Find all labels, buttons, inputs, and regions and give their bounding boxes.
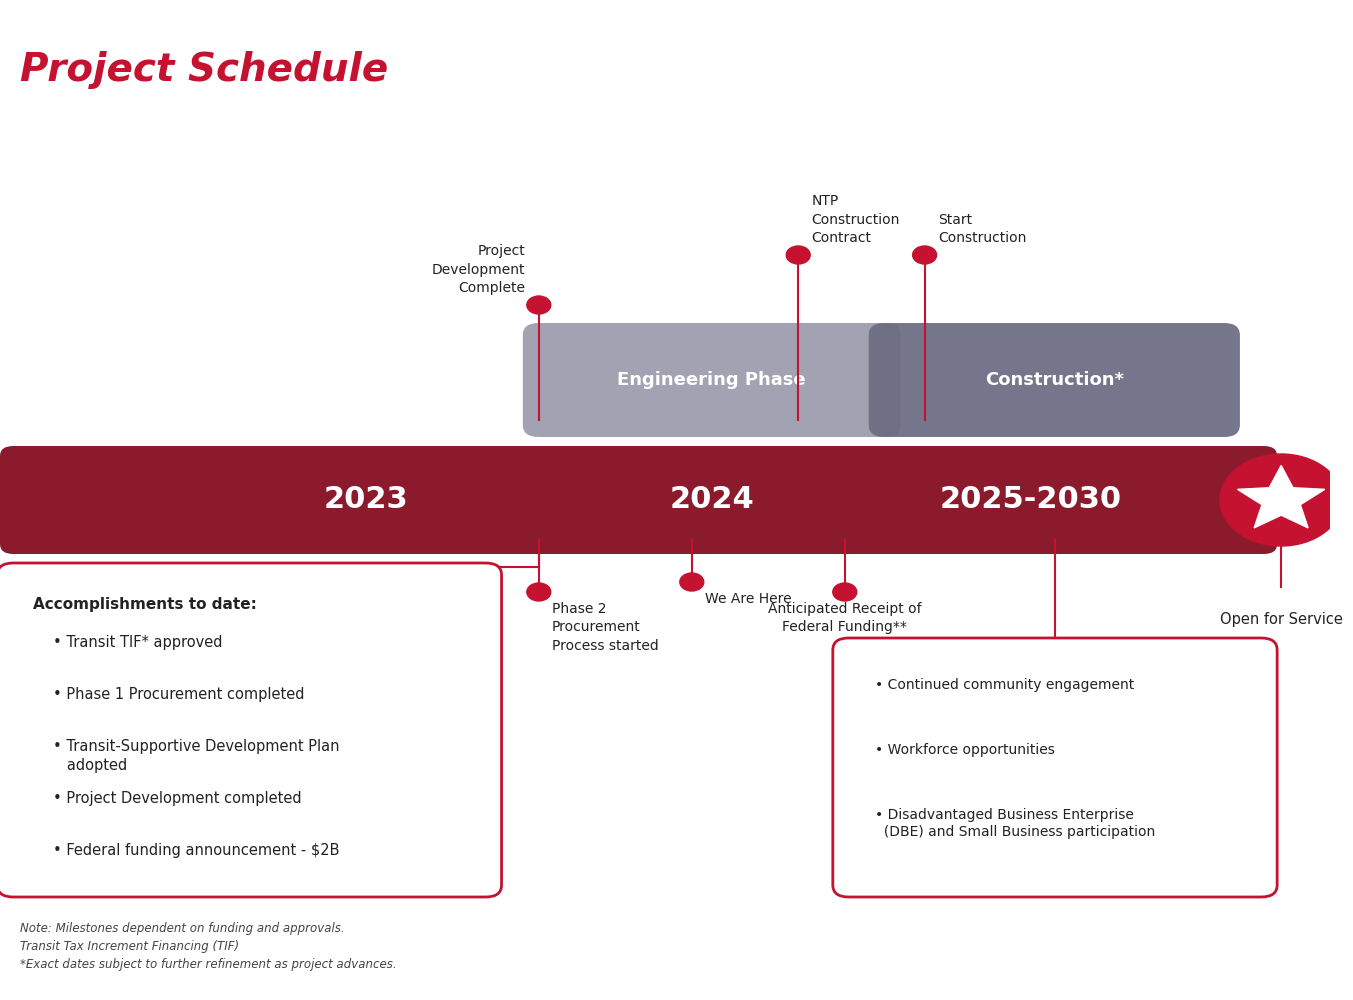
FancyBboxPatch shape	[869, 323, 1239, 437]
FancyBboxPatch shape	[833, 638, 1277, 897]
Circle shape	[913, 246, 936, 264]
FancyBboxPatch shape	[65, 451, 153, 549]
Text: Accomplishments to date:: Accomplishments to date:	[34, 597, 257, 612]
Text: NTP
Construction
Contract: NTP Construction Contract	[812, 194, 900, 245]
Circle shape	[833, 583, 856, 601]
Text: Project
Development
Complete: Project Development Complete	[432, 244, 525, 295]
Text: • Transit-Supportive Development Plan
   adopted: • Transit-Supportive Development Plan ad…	[53, 739, 340, 773]
Text: • Project Development completed: • Project Development completed	[53, 791, 302, 806]
FancyBboxPatch shape	[0, 446, 1277, 554]
Circle shape	[679, 573, 704, 591]
FancyBboxPatch shape	[0, 563, 502, 897]
Text: Phase 2
Procurement
Process started: Phase 2 Procurement Process started	[552, 602, 659, 653]
Text: • Transit TIF* approved: • Transit TIF* approved	[53, 635, 223, 650]
Text: • Workforce opportunities: • Workforce opportunities	[875, 743, 1055, 757]
Text: • Phase 1 Procurement completed: • Phase 1 Procurement completed	[53, 687, 304, 702]
Text: 2024: 2024	[670, 486, 754, 514]
Circle shape	[526, 583, 551, 601]
Text: Anticipated Receipt of
Federal Funding**: Anticipated Receipt of Federal Funding**	[769, 602, 921, 634]
Text: 2025-2030: 2025-2030	[940, 486, 1122, 514]
FancyBboxPatch shape	[9, 451, 97, 549]
Text: 2023: 2023	[323, 486, 409, 514]
Text: Start
Construction: Start Construction	[938, 213, 1027, 245]
FancyBboxPatch shape	[522, 323, 901, 437]
Polygon shape	[1238, 466, 1325, 528]
Circle shape	[1220, 454, 1342, 546]
Text: • Federal funding announcement - $2B: • Federal funding announcement - $2B	[53, 843, 340, 858]
Circle shape	[786, 246, 810, 264]
FancyBboxPatch shape	[166, 451, 254, 549]
Text: • Disadvantaged Business Enterprise
  (DBE) and Small Business participation: • Disadvantaged Business Enterprise (DBE…	[875, 808, 1155, 839]
Text: • Continued community engagement: • Continued community engagement	[875, 678, 1135, 692]
Circle shape	[526, 296, 551, 314]
Text: Note: Milestones dependent on funding and approvals.
Transit Tax Increment Finan: Note: Milestones dependent on funding an…	[20, 922, 396, 971]
Text: Open for Service: Open for Service	[1219, 612, 1342, 627]
Text: Project Schedule: Project Schedule	[20, 51, 388, 89]
Text: Engineering Phase: Engineering Phase	[617, 371, 806, 389]
Text: Construction*: Construction*	[985, 371, 1124, 389]
Text: We Are Here: We Are Here	[705, 592, 792, 606]
FancyBboxPatch shape	[119, 451, 206, 549]
